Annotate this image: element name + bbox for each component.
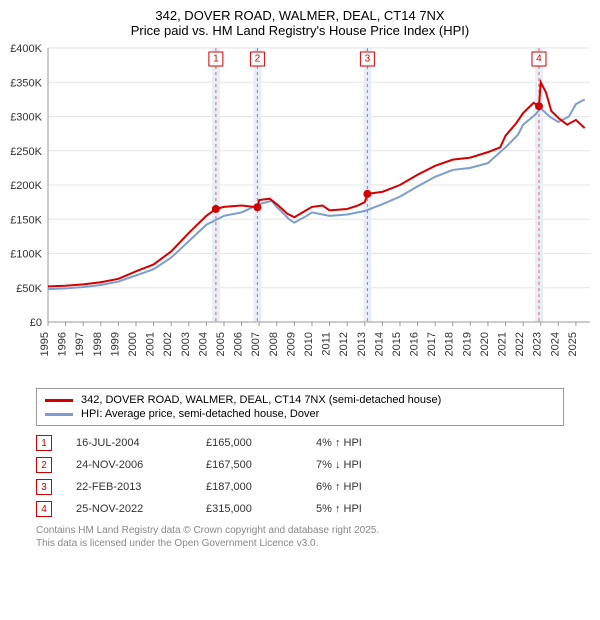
x-tick-label: 1996 bbox=[57, 332, 69, 356]
series-price_paid bbox=[48, 82, 585, 286]
x-tick-label: 2023 bbox=[532, 332, 544, 356]
chart: £0 £50K £100K £150K £200K £250K £300K £350K £400… bbox=[0, 42, 600, 382]
series-hpi bbox=[48, 99, 585, 289]
event-row: 2 24-NOV-2006£167,5007% ↓ HPI bbox=[36, 454, 564, 476]
footer-line-1: Contains HM Land Registry data © Crown c… bbox=[36, 524, 564, 537]
x-tick-label: 2006 bbox=[233, 332, 245, 356]
event-row-hpi: 6% ↑ HPI bbox=[316, 481, 436, 493]
x-tick-label: 2000 bbox=[127, 332, 139, 356]
figure-container: 342, DOVER ROAD, WALMER, DEAL, CT14 7NX … bbox=[0, 0, 600, 550]
event-band bbox=[363, 48, 371, 322]
x-tick-label: 1997 bbox=[74, 332, 86, 356]
footer-attribution: Contains HM Land Registry data © Crown c… bbox=[36, 524, 564, 550]
event-band bbox=[535, 48, 543, 322]
event-row-price: £165,000 bbox=[206, 437, 316, 449]
x-tick-label: 2019 bbox=[461, 332, 473, 356]
x-tick-label: 2025 bbox=[567, 332, 579, 356]
y-tick-label: £100K bbox=[10, 249, 42, 261]
y-tick-label: £400K bbox=[10, 43, 42, 55]
y-tick-label: £200K bbox=[10, 180, 42, 192]
x-tick-label: 2007 bbox=[250, 332, 262, 356]
x-tick-label: 2005 bbox=[215, 332, 227, 356]
event-row: 3 22-FEB-2013£187,0006% ↑ HPI bbox=[36, 476, 564, 498]
title-line-1: 342, DOVER ROAD, WALMER, DEAL, CT14 7NX bbox=[10, 8, 590, 23]
y-tick-label: £300K bbox=[10, 112, 42, 124]
event-row: 1 16-JUL-2004£165,0004% ↑ HPI bbox=[36, 432, 564, 454]
event-row-marker: 4 bbox=[36, 501, 52, 517]
event-row-marker: 1 bbox=[36, 435, 52, 451]
event-row-date: 22-FEB-2013 bbox=[76, 481, 206, 493]
x-tick-label: 2013 bbox=[356, 332, 368, 356]
event-band bbox=[253, 48, 261, 322]
event-marker-number: 2 bbox=[255, 54, 261, 65]
event-row-hpi: 7% ↓ HPI bbox=[316, 459, 436, 471]
x-tick-label: 2004 bbox=[197, 332, 209, 356]
x-tick-label: 2021 bbox=[497, 332, 509, 356]
x-tick-label: 2016 bbox=[409, 332, 421, 356]
legend-swatch bbox=[45, 399, 73, 402]
x-tick-label: 2022 bbox=[514, 332, 526, 356]
event-marker-number: 1 bbox=[213, 54, 219, 65]
x-tick-label: 2012 bbox=[338, 332, 350, 356]
event-marker-number: 4 bbox=[536, 54, 542, 65]
x-tick-label: 2002 bbox=[162, 332, 174, 356]
y-tick-label: £150K bbox=[10, 214, 42, 226]
event-dot bbox=[253, 203, 261, 211]
event-dot bbox=[363, 190, 371, 198]
event-row-date: 25-NOV-2022 bbox=[76, 503, 206, 515]
event-dot bbox=[212, 205, 220, 213]
event-dot bbox=[535, 102, 543, 110]
x-tick-label: 2011 bbox=[321, 332, 333, 356]
x-tick-label: 2020 bbox=[479, 332, 491, 356]
legend-label: HPI: Average price, semi-detached house,… bbox=[81, 408, 319, 420]
event-row-price: £167,500 bbox=[206, 459, 316, 471]
event-row-hpi: 4% ↑ HPI bbox=[316, 437, 436, 449]
event-band bbox=[212, 48, 220, 322]
x-tick-label: 2018 bbox=[444, 332, 456, 356]
event-row-date: 24-NOV-2006 bbox=[76, 459, 206, 471]
legend-label: 342, DOVER ROAD, WALMER, DEAL, CT14 7NX … bbox=[81, 394, 441, 406]
title-line-2: Price paid vs. HM Land Registry's House … bbox=[10, 23, 590, 38]
footer-line-2: This data is licensed under the Open Gov… bbox=[36, 537, 564, 550]
x-tick-label: 1999 bbox=[109, 332, 121, 356]
legend-swatch bbox=[45, 413, 73, 416]
legend-row: 342, DOVER ROAD, WALMER, DEAL, CT14 7NX … bbox=[45, 393, 555, 407]
event-row-hpi: 5% ↑ HPI bbox=[316, 503, 436, 515]
x-tick-label: 2001 bbox=[145, 332, 157, 356]
chart-svg: £0 £50K £100K £150K £200K £250K £300K £350K £400… bbox=[0, 42, 600, 382]
title-block: 342, DOVER ROAD, WALMER, DEAL, CT14 7NX … bbox=[0, 0, 600, 42]
event-row-marker: 2 bbox=[36, 457, 52, 473]
x-tick-label: 1995 bbox=[39, 332, 51, 356]
x-tick-label: 2024 bbox=[549, 332, 561, 356]
x-tick-label: 2017 bbox=[426, 332, 438, 356]
x-tick-label: 2009 bbox=[285, 332, 297, 356]
event-row: 4 25-NOV-2022£315,0005% ↑ HPI bbox=[36, 498, 564, 520]
legend: 342, DOVER ROAD, WALMER, DEAL, CT14 7NX … bbox=[36, 388, 564, 426]
event-row-marker: 3 bbox=[36, 479, 52, 495]
x-tick-label: 2010 bbox=[303, 332, 315, 356]
x-tick-label: 2008 bbox=[268, 332, 280, 356]
y-tick-label: £250K bbox=[10, 146, 42, 158]
y-tick-label: £350K bbox=[10, 77, 42, 89]
legend-row: HPI: Average price, semi-detached house,… bbox=[45, 407, 555, 421]
event-row-date: 16-JUL-2004 bbox=[76, 437, 206, 449]
events-table: 1 16-JUL-2004£165,0004% ↑ HPI 2 24-NOV-2006… bbox=[36, 432, 564, 520]
x-tick-label: 2015 bbox=[391, 332, 403, 356]
y-tick-label: £0 bbox=[30, 317, 42, 329]
x-tick-label: 1998 bbox=[92, 332, 104, 356]
event-row-price: £315,000 bbox=[206, 503, 316, 515]
x-tick-label: 2014 bbox=[373, 332, 385, 356]
event-row-price: £187,000 bbox=[206, 481, 316, 493]
y-tick-label: £50K bbox=[16, 283, 42, 295]
event-marker-number: 3 bbox=[365, 54, 371, 65]
x-tick-label: 2003 bbox=[180, 332, 192, 356]
